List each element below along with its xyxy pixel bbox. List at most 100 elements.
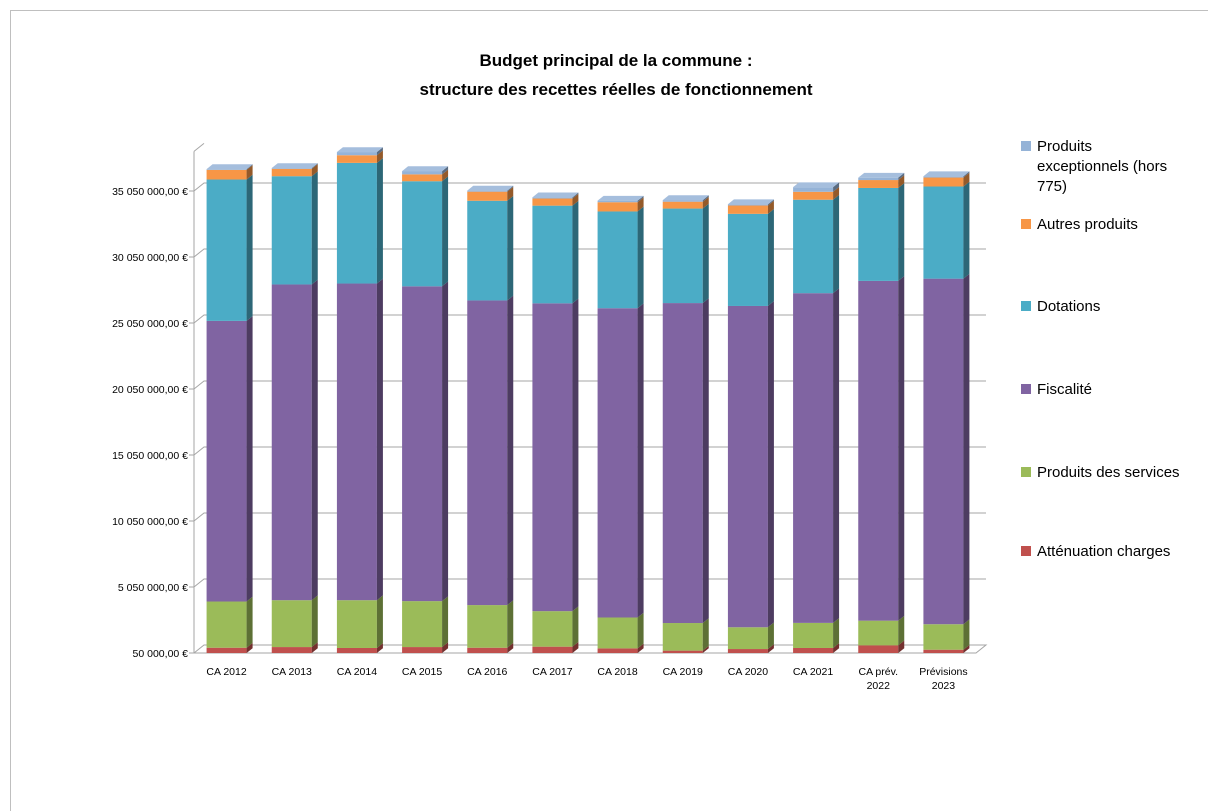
bar-segment-side — [311, 164, 318, 177]
bar-segment-side — [898, 615, 905, 646]
bar-segment-side — [767, 199, 774, 206]
bar-segment — [727, 213, 768, 306]
bar-segment — [271, 647, 312, 653]
legend-entry: Fiscalité — [1021, 381, 1092, 398]
bar-stack — [206, 164, 253, 653]
bar-top — [793, 182, 840, 188]
bar-segment — [858, 280, 899, 621]
bar-segment-side — [442, 176, 449, 287]
bar-segment-side — [246, 596, 253, 648]
bar-stack — [336, 147, 383, 653]
stacked-bar-chart: Budget principal de la commune : structu… — [112, 51, 1180, 692]
bar-segment — [662, 200, 703, 202]
bar-segment-side — [898, 172, 905, 181]
bar-segment — [662, 303, 703, 624]
y-tick-label: 10 050 000,00 € — [112, 516, 188, 528]
x-tick-label: CA 2016 — [467, 666, 507, 678]
bar-segment — [206, 320, 247, 602]
bar-segment-side — [572, 193, 579, 206]
legend-entry: Atténuation charges — [1021, 543, 1170, 560]
bar-segment-side — [507, 642, 514, 653]
x-tick-label: 2023 — [932, 680, 956, 692]
bar-segment — [793, 647, 834, 653]
bar-segment-side — [376, 278, 383, 601]
chart-title: Budget principal de la commune : structu… — [419, 51, 812, 99]
bar-segment-side — [311, 279, 318, 601]
bar-segment-side — [767, 209, 774, 306]
legend-entry: Autres produits — [1021, 216, 1138, 233]
bar-segment-side — [376, 595, 383, 648]
bar-segment — [336, 162, 377, 284]
bar-segment — [793, 622, 834, 648]
bar-segment — [923, 186, 964, 279]
bar-stack — [727, 199, 774, 653]
bar-segment-side — [637, 643, 644, 653]
bar-segment-side — [833, 643, 840, 653]
bar-segment — [532, 611, 573, 647]
plot-area: 50 000,00 € 5 050 000,00 € 10 050 000,00 €… — [112, 143, 988, 692]
bar-segment-side — [637, 303, 644, 618]
bar-segment-side — [507, 195, 514, 301]
chart-frame: Budget principal de la commune : structu… — [10, 10, 1208, 811]
bar-stack — [597, 195, 644, 653]
legend-swatch — [1021, 467, 1031, 477]
bar-segment — [793, 191, 834, 200]
bar-stack — [271, 163, 318, 653]
bar-segment — [923, 624, 964, 650]
bar-segment — [402, 171, 443, 175]
bar-top — [597, 195, 644, 201]
x-tick-label: Prévisions — [919, 666, 967, 678]
legend-label: Produits des services — [1037, 464, 1180, 481]
bar-segment-side — [246, 164, 253, 170]
bar-segment-side — [376, 147, 383, 156]
bar-segment-side — [637, 206, 644, 309]
legend-label: Fiscalité — [1037, 381, 1092, 398]
bar-segment-side — [507, 186, 514, 201]
bar-segment-side — [833, 186, 840, 200]
gridline — [193, 446, 986, 456]
bar-segment-side — [376, 158, 383, 284]
bar-segment — [336, 647, 377, 653]
bar-segment-side — [963, 181, 970, 279]
bar-segment — [271, 284, 312, 601]
bar-top — [532, 192, 579, 198]
bar-segment — [597, 648, 638, 653]
bar-segment-side — [637, 195, 644, 203]
bar-segment-side — [442, 642, 449, 653]
bar-segment — [923, 176, 964, 178]
bar-segment-side — [702, 618, 709, 651]
bar-segment — [336, 152, 377, 156]
bar-segment — [793, 199, 834, 294]
bar-segment-side — [572, 298, 579, 612]
legend-swatch — [1021, 141, 1031, 151]
gridline — [193, 248, 986, 258]
bar-stack — [793, 182, 840, 653]
bar-segment-side — [246, 165, 253, 180]
bar-segment — [532, 197, 573, 199]
chart-title-line-2: structure des recettes réelles de foncti… — [419, 80, 812, 99]
legend-swatch — [1021, 384, 1031, 394]
bar-segment — [597, 617, 638, 649]
bar-top — [923, 171, 970, 177]
bar-segment — [532, 198, 573, 206]
bar-segment-side — [442, 281, 449, 602]
bar-stack — [858, 172, 905, 653]
legend-label: Produits — [1037, 138, 1092, 155]
bar-segment-side — [246, 316, 253, 602]
legend-label: 775) — [1037, 178, 1067, 195]
x-tick-label: CA 2013 — [272, 666, 312, 678]
bar-segment-side — [311, 595, 318, 648]
bar-top — [727, 199, 774, 205]
bar-segment — [662, 650, 703, 653]
y-tick-label: 15 050 000,00 € — [112, 450, 188, 462]
bar-segment-side — [246, 174, 253, 321]
legend-swatch — [1021, 301, 1031, 311]
y-tick-label: 35 050 000,00 € — [112, 186, 188, 198]
bar-segment — [206, 169, 247, 180]
x-tick-label: CA 2015 — [402, 666, 442, 678]
bar-stack — [662, 195, 709, 653]
bar-segment — [727, 205, 768, 214]
chart-floor — [192, 644, 988, 654]
bar-segment — [727, 305, 768, 628]
bar-stack — [923, 171, 970, 653]
